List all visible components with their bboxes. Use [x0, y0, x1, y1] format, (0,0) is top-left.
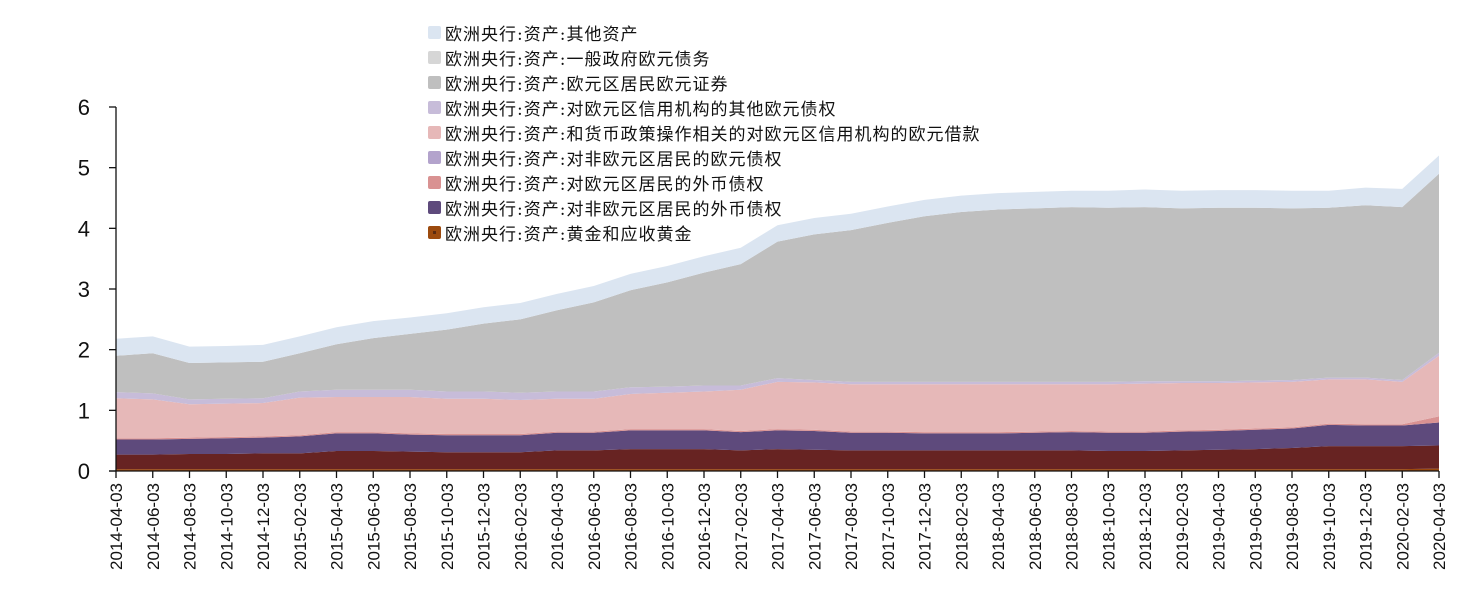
x-tick-label: 2018-10-03: [1099, 483, 1118, 570]
axes: 0 1 2 3 4 5 6 2014-04-03 2014-06-03 2014-08-03 201…: [78, 95, 1449, 570]
x-tick-label: 2016-06-03: [585, 483, 604, 570]
area-series: [116, 173, 1439, 400]
legend-label: 欧洲央行:资产:黄金和应收黄金: [445, 225, 693, 245]
x-tick-label: 2017-06-03: [805, 483, 824, 570]
y-tick-label: 4: [78, 216, 90, 241]
x-tick-label: 2018-08-03: [1063, 483, 1082, 570]
x-tick-label: 2019-08-03: [1283, 483, 1302, 570]
x-tick-label: 2017-08-03: [842, 483, 861, 570]
x-tick-label: 2019-10-03: [1320, 483, 1339, 570]
x-tick-label: 2017-10-03: [879, 483, 898, 570]
x-tick-label: 2014-04-03: [107, 483, 126, 570]
area-series: [116, 155, 1439, 364]
x-tick-label: 2014-08-03: [181, 483, 200, 570]
x-tick-label: 2019-02-03: [1173, 483, 1192, 570]
x-tick-label: 2017-04-03: [769, 483, 788, 570]
y-tick-label: 3: [78, 277, 90, 302]
legend-swatch: [428, 26, 441, 39]
legend-item: 欧洲央行:资产:对欧元区居民的外币债权: [428, 170, 980, 195]
x-tick-label: 2019-04-03: [1210, 483, 1229, 570]
legend-swatch: [428, 226, 441, 239]
x-tick-label: 2015-04-03: [328, 483, 347, 570]
y-tick-label: 0: [78, 459, 90, 484]
x-tick-label: 2017-02-03: [732, 483, 751, 570]
legend-label: 欧洲央行:资产:欧元区居民欧元证券: [445, 75, 729, 95]
legend-swatch: [428, 151, 441, 164]
area-series: [116, 416, 1439, 440]
legend-item: 欧洲央行:资产:欧元区居民欧元证券: [428, 70, 980, 95]
y-tick-label: 6: [78, 95, 90, 120]
x-tick-label: 2016-04-03: [548, 483, 567, 570]
x-tick-label: 2015-02-03: [291, 483, 310, 570]
legend-label: 欧洲央行:资产:对欧元区居民的外币债权: [445, 175, 765, 195]
x-tick-label: 2015-06-03: [364, 483, 383, 570]
x-tick-label: 2015-12-03: [475, 483, 494, 570]
plot-areas: [116, 155, 1439, 471]
x-tick-label: 2016-02-03: [511, 483, 530, 570]
x-tick-label: 2015-10-03: [438, 483, 457, 570]
swatch-marker-icon: [433, 231, 436, 234]
y-tick-label: 1: [78, 398, 90, 423]
x-tick-label: 2020-02-03: [1393, 483, 1412, 570]
legend-swatch: [428, 76, 441, 89]
legend-swatch: [428, 51, 441, 64]
legend-label: 欧洲央行:资产:对非欧元区居民的外币债权: [445, 200, 783, 220]
legend-label: 欧洲央行:资产:和货币政策操作相关的对欧元区信用机构的欧元借款: [445, 125, 981, 145]
y-tick-label: 2: [78, 338, 90, 363]
x-tick-label: 2018-02-03: [952, 483, 971, 570]
legend-swatch: [428, 101, 441, 114]
area-series: [116, 422, 1439, 455]
x-tick-label: 2014-12-03: [254, 483, 273, 570]
legend-label: 欧洲央行:资产:其他资产: [445, 25, 639, 45]
legend-swatch: [428, 126, 441, 139]
x-tick-label: 2014-10-03: [217, 483, 236, 570]
area-series: [116, 352, 1439, 405]
legend-item: 欧洲央行:资产:黄金和应收黄金: [428, 220, 980, 245]
legend-item: 欧洲央行:资产:和货币政策操作相关的对欧元区信用机构的欧元借款: [428, 120, 980, 145]
x-tick-label: 2020-04-03: [1430, 483, 1449, 570]
x-tick-label: 2015-08-03: [401, 483, 420, 570]
x-tick-label: 2018-04-03: [989, 483, 1008, 570]
x-tick-label: 2019-12-03: [1357, 483, 1376, 570]
legend-item: 欧洲央行:资产:对欧元区信用机构的其他欧元债权: [428, 95, 980, 120]
x-tick-label: 2016-10-03: [658, 483, 677, 570]
legend-item: 欧洲央行:资产:一般政府欧元债务: [428, 45, 980, 70]
legend-label: 欧洲央行:资产:对欧元区信用机构的其他欧元债权: [445, 100, 837, 120]
area-series: [116, 355, 1439, 439]
legend-label: 欧洲央行:资产:对非欧元区居民的欧元债权: [445, 150, 783, 170]
legend-item: 欧洲央行:资产:对非欧元区居民的欧元债权: [428, 145, 980, 170]
x-tick-label: 2019-06-03: [1246, 483, 1265, 570]
x-tick-label: 2016-12-03: [695, 483, 714, 570]
x-tick-label: 2017-12-03: [916, 483, 935, 570]
x-tick-label: 2016-08-03: [622, 483, 641, 570]
legend-item: 欧洲央行:资产:其他资产: [428, 20, 980, 45]
chart-legend: 欧洲央行:资产:其他资产 欧洲央行:资产:一般政府欧元债务 欧洲央行:资产:欧元…: [428, 20, 980, 245]
legend-label: 欧洲央行:资产:一般政府欧元债务: [445, 50, 711, 70]
area-series: [116, 445, 1439, 470]
x-tick-label: 2014-06-03: [144, 483, 163, 570]
legend-swatch: [428, 201, 441, 214]
x-tick-label: 2018-06-03: [1026, 483, 1045, 570]
y-tick-label: 5: [78, 156, 90, 181]
x-tick-label: 2018-12-03: [1136, 483, 1155, 570]
legend-swatch: [428, 176, 441, 189]
legend-item: 欧洲央行:资产:对非欧元区居民的外币债权: [428, 195, 980, 220]
